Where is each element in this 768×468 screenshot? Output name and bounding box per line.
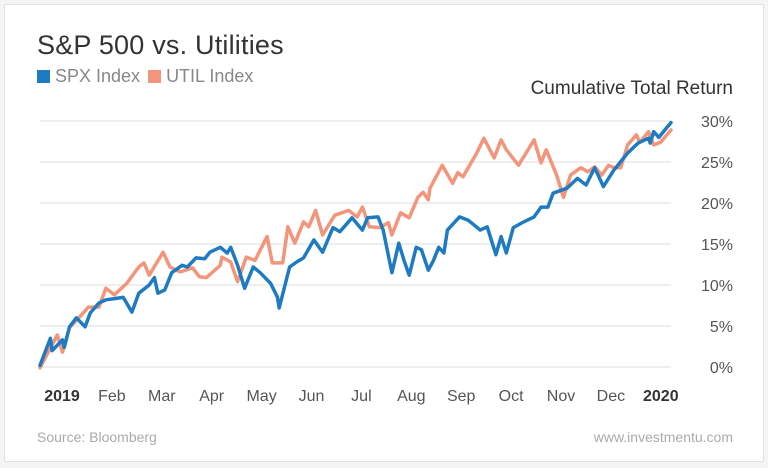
y-tick-label: 0%: [710, 360, 733, 377]
x-tick-label: 2019: [44, 388, 80, 405]
chart-title: S&P 500 vs. Utilities: [37, 30, 284, 60]
y-tick-label: 20%: [701, 196, 733, 213]
x-tick-label: Mar: [148, 388, 176, 405]
x-tick-label: Feb: [98, 388, 126, 405]
y-tick-label: 30%: [701, 114, 733, 131]
legend-label-util: UTIL Index: [166, 66, 254, 86]
legend-item-util: UTIL Index: [148, 66, 253, 87]
y-tick-label: 15%: [701, 237, 733, 254]
y-tick-label: 10%: [701, 278, 733, 295]
source-note: Source: Bloomberg: [37, 429, 157, 445]
x-tick-label: Jun: [299, 388, 325, 405]
legend-item-spx: SPX Index: [37, 66, 140, 87]
series-line-util-index: [38, 128, 673, 370]
x-tick-label: Sep: [447, 388, 476, 405]
x-tick-label: Apr: [199, 388, 225, 405]
site-url: www.investmentu.com: [593, 429, 733, 445]
x-tick-label: Dec: [597, 388, 625, 405]
y-axis-label: Cumulative Total Return: [530, 78, 733, 99]
legend: SPX Index UTIL Index: [37, 66, 261, 87]
legend-label-spx: SPX Index: [55, 66, 141, 86]
x-tick-label: Oct: [499, 388, 524, 405]
legend-swatch-util: [148, 70, 162, 83]
x-tick-label: Aug: [397, 388, 425, 405]
x-tick-label: May: [246, 388, 276, 405]
x-tick-label: Jul: [351, 388, 371, 405]
x-tick-label: 2020: [643, 388, 679, 405]
y-tick-label: 25%: [701, 155, 733, 172]
legend-swatch-spx: [37, 70, 50, 83]
y-tick-label: 5%: [710, 319, 733, 336]
x-tick-label: Nov: [547, 388, 575, 405]
series-line-spx-index: [38, 120, 673, 368]
